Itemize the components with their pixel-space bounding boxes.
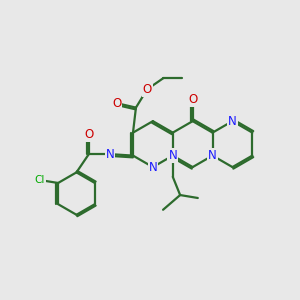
Text: Cl: Cl bbox=[35, 175, 45, 185]
Text: N: N bbox=[168, 149, 177, 162]
Text: O: O bbox=[84, 128, 94, 141]
Text: N: N bbox=[208, 149, 217, 162]
Text: O: O bbox=[112, 97, 122, 110]
Text: N: N bbox=[148, 160, 157, 174]
Text: N: N bbox=[228, 115, 237, 128]
Text: N: N bbox=[106, 148, 114, 160]
Text: O: O bbox=[142, 83, 152, 96]
Text: O: O bbox=[188, 93, 197, 106]
